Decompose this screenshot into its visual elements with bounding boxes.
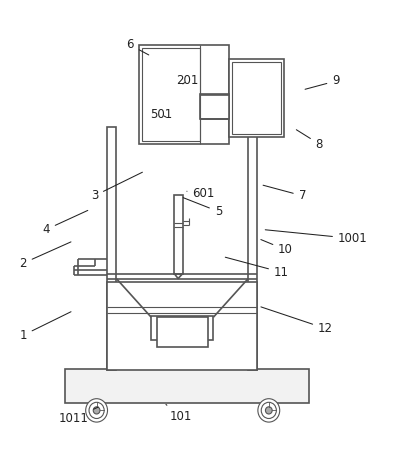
Text: 201: 201	[176, 75, 198, 87]
Text: 4: 4	[42, 211, 88, 236]
Text: 3: 3	[91, 172, 142, 202]
Circle shape	[265, 407, 272, 414]
Circle shape	[89, 402, 104, 418]
Circle shape	[86, 399, 108, 422]
Bar	[107, 127, 116, 370]
Text: 7: 7	[263, 185, 306, 202]
Bar	[107, 282, 257, 370]
Text: 12: 12	[261, 307, 333, 335]
Bar	[139, 45, 229, 144]
Bar	[65, 369, 309, 403]
Circle shape	[261, 402, 276, 418]
Text: 1001: 1001	[265, 230, 368, 245]
Bar	[142, 48, 200, 141]
Text: 601: 601	[187, 187, 215, 200]
Text: 2: 2	[19, 242, 71, 270]
Text: 1: 1	[19, 312, 71, 342]
Bar	[151, 316, 213, 340]
Text: 501: 501	[151, 108, 173, 121]
Text: 5: 5	[183, 198, 222, 218]
Circle shape	[93, 407, 100, 414]
Bar	[157, 317, 208, 346]
Bar	[229, 58, 284, 137]
Circle shape	[258, 399, 280, 422]
Bar	[200, 94, 229, 119]
Text: 101: 101	[166, 405, 192, 423]
Text: 6: 6	[126, 39, 149, 55]
Text: 11: 11	[225, 257, 289, 279]
Text: 1011: 1011	[58, 407, 98, 425]
Text: 8: 8	[297, 130, 323, 150]
Text: 10: 10	[261, 239, 293, 256]
Bar	[174, 195, 183, 274]
Bar	[248, 127, 257, 370]
Text: 9: 9	[305, 75, 340, 89]
Bar	[232, 62, 281, 134]
